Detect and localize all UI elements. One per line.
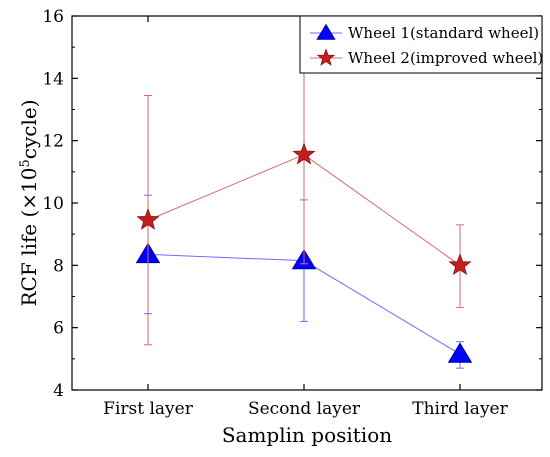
data-point xyxy=(448,253,472,276)
y-tick-label: 6 xyxy=(53,319,64,339)
y-tick-label: 4 xyxy=(53,381,64,401)
legend-label: Wheel 1(standard wheel) xyxy=(348,24,539,42)
y-axis-title-suffix: cycle) xyxy=(17,99,41,159)
y-tick-label: 10 xyxy=(42,194,64,214)
y-tick-label: 8 xyxy=(53,256,64,276)
legend-box xyxy=(299,15,543,74)
data-point xyxy=(136,207,160,230)
y-tick-label: 14 xyxy=(42,69,64,89)
data-point xyxy=(447,342,473,363)
x-axis-title: Samplin position xyxy=(222,423,392,447)
legend: Wheel 1(standard wheel) Wheel 2(improved … xyxy=(299,15,543,74)
legend-marker xyxy=(316,48,336,66)
legend-marker xyxy=(316,23,336,40)
axis-ticks: 4 6 8 10 12 14 16 First layer Second layer Third … xyxy=(42,7,542,419)
legend-label: Wheel 2(improved wheel) xyxy=(348,49,543,67)
x-tick-label: First layer xyxy=(103,399,194,419)
x-tick-label: Second layer xyxy=(248,399,361,419)
y-axis-title: RCF life (×105cycle) xyxy=(17,99,41,306)
y-axis-title-superscript: 5 xyxy=(18,159,33,167)
y-tick-label: 12 xyxy=(42,132,64,152)
plot-area xyxy=(135,46,473,369)
series-2 xyxy=(136,46,472,346)
y-tick-label: 16 xyxy=(42,7,64,27)
y-axis-title-prefix: RCF life (×10 xyxy=(17,168,41,307)
x-tick-label: Third layer xyxy=(412,399,508,419)
data-point xyxy=(292,142,316,165)
